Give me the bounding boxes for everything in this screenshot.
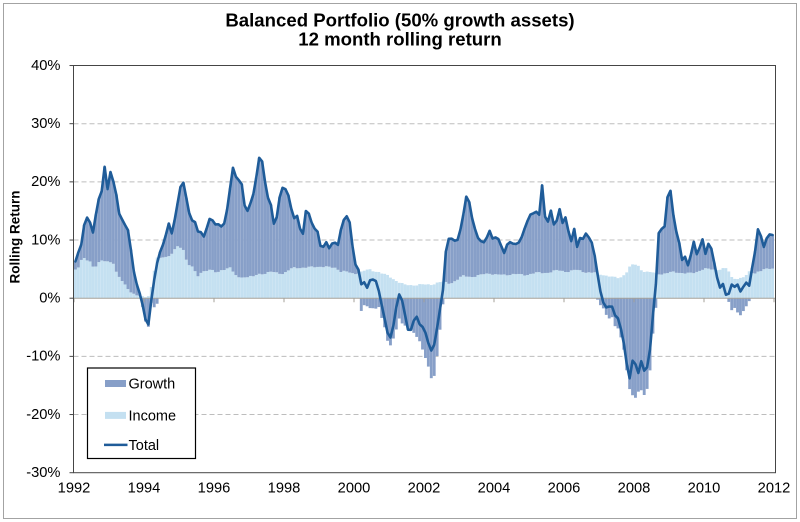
- svg-text:Total: Total: [129, 438, 160, 454]
- svg-text:Balanced Portfolio (50% growth: Balanced Portfolio (50% growth assets): [225, 10, 574, 31]
- svg-text:-30%: -30%: [26, 465, 60, 481]
- svg-text:2012: 2012: [758, 481, 791, 497]
- svg-text:0%: 0%: [39, 291, 60, 307]
- svg-text:-20%: -20%: [26, 407, 60, 423]
- svg-text:1998: 1998: [268, 481, 301, 497]
- svg-text:Rolling Return: Rolling Return: [8, 191, 23, 284]
- svg-text:20%: 20%: [31, 174, 60, 190]
- svg-text:1994: 1994: [128, 481, 161, 497]
- svg-text:Growth: Growth: [129, 377, 176, 393]
- svg-text:2008: 2008: [618, 481, 651, 497]
- svg-text:2010: 2010: [688, 481, 721, 497]
- svg-text:1992: 1992: [58, 481, 91, 497]
- svg-text:Income: Income: [129, 408, 177, 424]
- svg-text:30%: 30%: [31, 116, 60, 132]
- svg-text:2002: 2002: [408, 481, 441, 497]
- svg-text:40%: 40%: [31, 58, 60, 74]
- svg-text:2004: 2004: [478, 481, 511, 497]
- svg-text:10%: 10%: [31, 232, 60, 248]
- svg-text:1996: 1996: [198, 481, 231, 497]
- svg-text:-10%: -10%: [26, 349, 60, 365]
- svg-text:2006: 2006: [548, 481, 581, 497]
- svg-text:12 month rolling return: 12 month rolling return: [298, 29, 502, 50]
- svg-text:2000: 2000: [338, 481, 371, 497]
